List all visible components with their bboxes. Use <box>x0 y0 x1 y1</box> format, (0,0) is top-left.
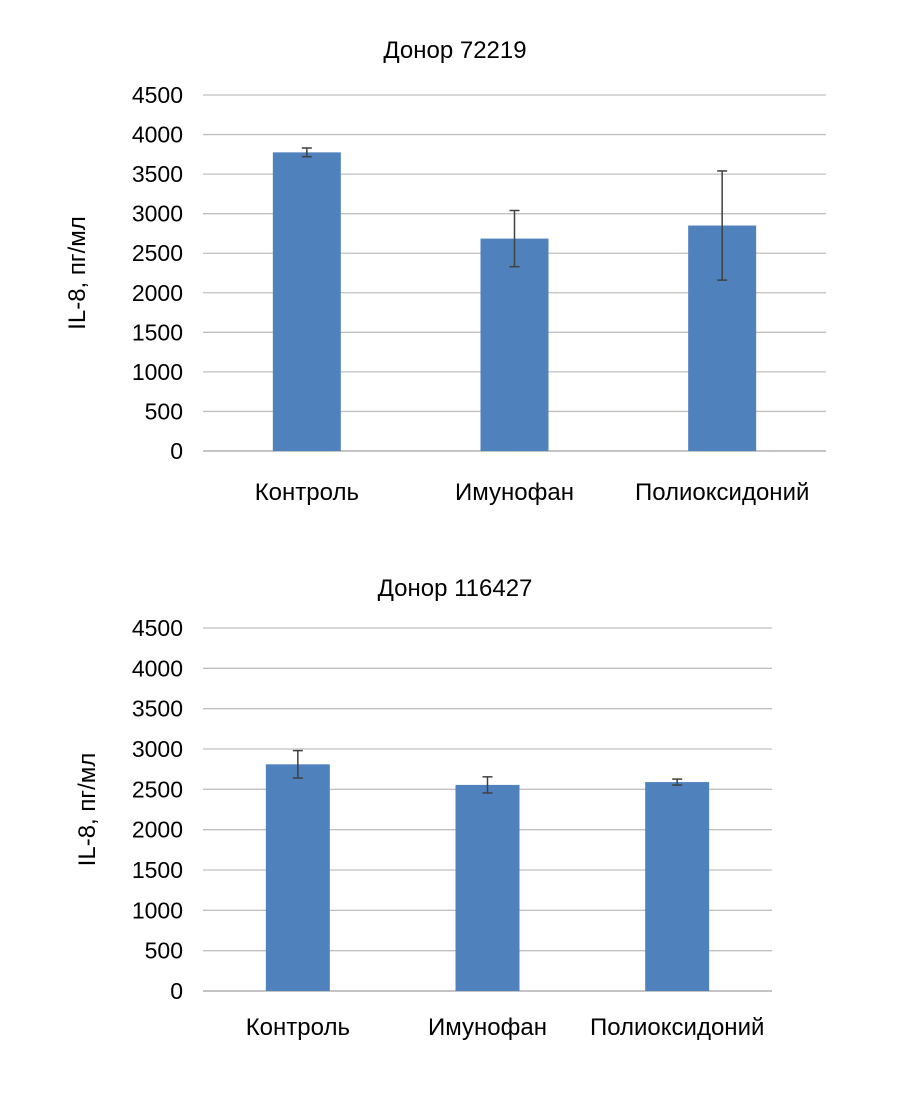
bar <box>645 782 710 991</box>
y-tick-label: 2500 <box>132 776 183 802</box>
y-tick-label: 0 <box>170 978 183 1004</box>
y-tick-label: 4000 <box>132 655 183 681</box>
x-tick-label: Имунофан <box>428 1014 547 1041</box>
y-tick-label: 0 <box>170 438 183 464</box>
chart-title: Донор 116427 <box>378 575 533 602</box>
chart-1: Донор 72219 IL-8, пг/мл 0 500 1000 1500 2000 25… <box>64 37 826 506</box>
chart-2: Донор 116427 IL-8, пг/мл 0 500 1000 1500 2000 2… <box>74 575 772 1041</box>
y-tick-label: 1000 <box>132 897 183 923</box>
x-tick-label: Контроль <box>246 1014 350 1041</box>
bar <box>265 764 330 991</box>
y-tick-label: 1500 <box>132 857 183 883</box>
y-tick-label: 4500 <box>132 615 183 641</box>
y-tick-label: 500 <box>145 398 183 424</box>
x-tick-label: Полиоксидоний <box>635 479 809 506</box>
bar <box>480 238 549 451</box>
y-tick-label: 1500 <box>132 319 183 345</box>
chart-title: Донор 72219 <box>383 37 526 64</box>
y-axis-label: IL-8, пг/мл <box>64 216 91 330</box>
y-tick-label: 4000 <box>132 122 183 148</box>
y-tick-label: 2000 <box>132 280 183 306</box>
y-tick-label: 2500 <box>132 240 183 266</box>
x-tick-label: Полиоксидоний <box>590 1014 764 1041</box>
bar <box>455 784 520 991</box>
y-tick-label: 3500 <box>132 161 183 187</box>
x-tick-label: Контроль <box>255 479 359 506</box>
y-tick-label: 3000 <box>132 736 183 762</box>
y-axis-label: IL-8, пг/мл <box>74 753 101 867</box>
y-tick-label: 1000 <box>132 359 183 385</box>
y-tick-label: 500 <box>145 938 183 964</box>
y-tick-label: 4500 <box>132 82 183 108</box>
bar <box>272 152 341 451</box>
y-tick-label: 3000 <box>132 201 183 227</box>
x-tick-label: Имунофан <box>455 479 574 506</box>
y-tick-label: 2000 <box>132 817 183 843</box>
y-tick-label: 3500 <box>132 696 183 722</box>
